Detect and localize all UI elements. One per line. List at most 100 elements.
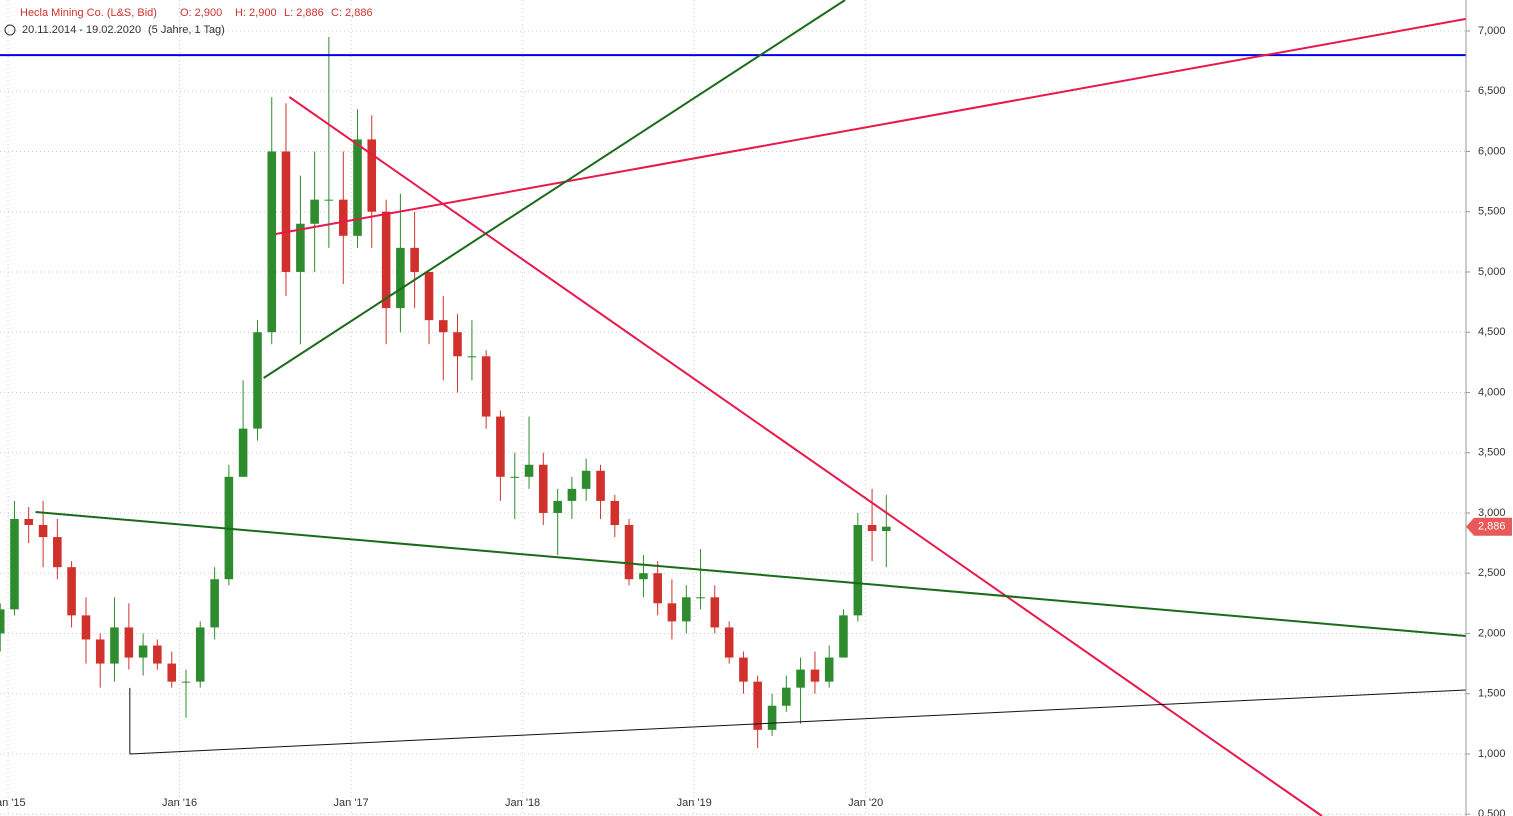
quote-high: H: 2,900 xyxy=(235,7,277,19)
candle-body xyxy=(424,271,434,321)
quote-open: O: 2,900 xyxy=(180,7,222,19)
y-tick-label: 4,500 xyxy=(1478,326,1506,338)
candle-body xyxy=(481,356,491,417)
candle-body xyxy=(367,139,377,212)
trendline xyxy=(35,510,1467,637)
candle-body xyxy=(696,597,705,599)
trendline xyxy=(275,17,1467,235)
y-tick-label: 2,000 xyxy=(1478,627,1506,639)
trendlines xyxy=(0,0,1467,816)
candle-body xyxy=(796,669,805,688)
candle-body xyxy=(396,247,405,309)
candle-body xyxy=(353,139,362,236)
candle-body xyxy=(839,615,848,658)
candle-body xyxy=(882,526,891,532)
x-tick-label: Jan '17 xyxy=(334,797,369,809)
y-tick-label: 5,500 xyxy=(1478,206,1506,218)
candle-body xyxy=(210,579,219,628)
candle-body xyxy=(10,518,19,610)
candle-body xyxy=(124,627,134,658)
y-tick-label: 0,500 xyxy=(1478,808,1506,816)
candle-body xyxy=(581,470,591,489)
trendline xyxy=(288,96,1323,816)
clock-icon xyxy=(4,24,16,36)
candle-body xyxy=(667,603,677,622)
quote-low: L: 2,886 xyxy=(284,7,324,19)
y-tick-label: 3,500 xyxy=(1478,447,1506,459)
candle-body xyxy=(753,681,762,730)
y-tick-label: 6,000 xyxy=(1478,145,1506,157)
candle-body xyxy=(438,320,448,333)
candle-body xyxy=(338,199,348,236)
candle-body xyxy=(267,151,277,333)
candle-body xyxy=(596,470,605,501)
y-tick-label: 5,000 xyxy=(1478,266,1506,278)
candle-body xyxy=(624,525,634,580)
candle-body xyxy=(81,615,91,640)
candle-body xyxy=(110,627,119,664)
candles xyxy=(0,36,891,748)
x-tick-label: Jan '20 xyxy=(848,797,883,809)
grid xyxy=(0,0,1466,816)
candle-body xyxy=(153,645,162,664)
candle-body xyxy=(724,627,734,658)
candle-body xyxy=(567,488,577,501)
candle-body xyxy=(682,597,691,622)
candle-body xyxy=(67,567,76,616)
candle-body xyxy=(538,464,548,513)
candle-body xyxy=(810,669,820,682)
candle-body xyxy=(782,687,791,706)
candle-body xyxy=(195,627,205,682)
candle-body xyxy=(824,657,834,682)
candle-body xyxy=(867,525,877,532)
y-tick-label: 3,000 xyxy=(1478,507,1506,519)
candle-body xyxy=(24,518,33,526)
y-tick-label: 6,500 xyxy=(1478,85,1506,97)
trendline xyxy=(263,0,846,379)
candle-body xyxy=(653,573,662,604)
candle-body xyxy=(296,223,305,272)
candle-body xyxy=(524,464,534,477)
trendline xyxy=(129,689,1467,755)
candle-body xyxy=(381,211,391,309)
candle-body xyxy=(310,199,319,224)
y-tick-label: 1,500 xyxy=(1478,688,1506,700)
candle-body xyxy=(181,681,191,683)
x-tick-label: Jan '15 xyxy=(0,797,26,809)
candle-body xyxy=(167,663,177,682)
candle-body xyxy=(253,332,262,429)
candle-body xyxy=(467,356,477,358)
subtitle: 20.11.2014 - 19.02.2020 xyxy=(22,24,141,36)
candle-body xyxy=(238,428,248,477)
candle-body xyxy=(0,609,5,634)
candle-body xyxy=(453,332,462,357)
candle-body xyxy=(281,151,291,272)
last-value-marker xyxy=(1466,517,1512,536)
last-value-label: 2,886 xyxy=(1478,521,1506,533)
quote-close: C: 2,886 xyxy=(331,7,373,19)
candle-body xyxy=(410,247,419,272)
candle-body xyxy=(739,657,748,682)
candle-body xyxy=(639,573,648,580)
y-tick-label: 1,000 xyxy=(1478,748,1506,760)
candle-body xyxy=(853,525,863,616)
x-tick-label: Jan '18 xyxy=(505,797,540,809)
chart-title: Hecla Mining Co. (L&S, Bid) xyxy=(20,7,157,19)
candle-body xyxy=(710,597,720,628)
candle-body xyxy=(95,639,105,664)
candle-body xyxy=(324,199,334,201)
period: (5 Jahre, 1 Tag) xyxy=(148,24,225,36)
candle-body xyxy=(510,476,520,478)
y-tick-label: 2,500 xyxy=(1478,567,1506,579)
candle-body xyxy=(496,416,505,477)
y-tick-label: 4,000 xyxy=(1478,386,1506,398)
y-tick-label: 7,000 xyxy=(1478,25,1506,37)
candle-body xyxy=(553,500,562,513)
candle-body xyxy=(610,500,620,526)
axis: 0,500 1,000 1,500 2,000 2,500 3,000 3,500 4,000… xyxy=(0,25,1512,816)
candle-body xyxy=(767,705,777,730)
x-tick-label: Jan '16 xyxy=(162,797,197,809)
candle-body xyxy=(53,537,62,568)
x-tick-label: Jan '19 xyxy=(677,797,712,809)
